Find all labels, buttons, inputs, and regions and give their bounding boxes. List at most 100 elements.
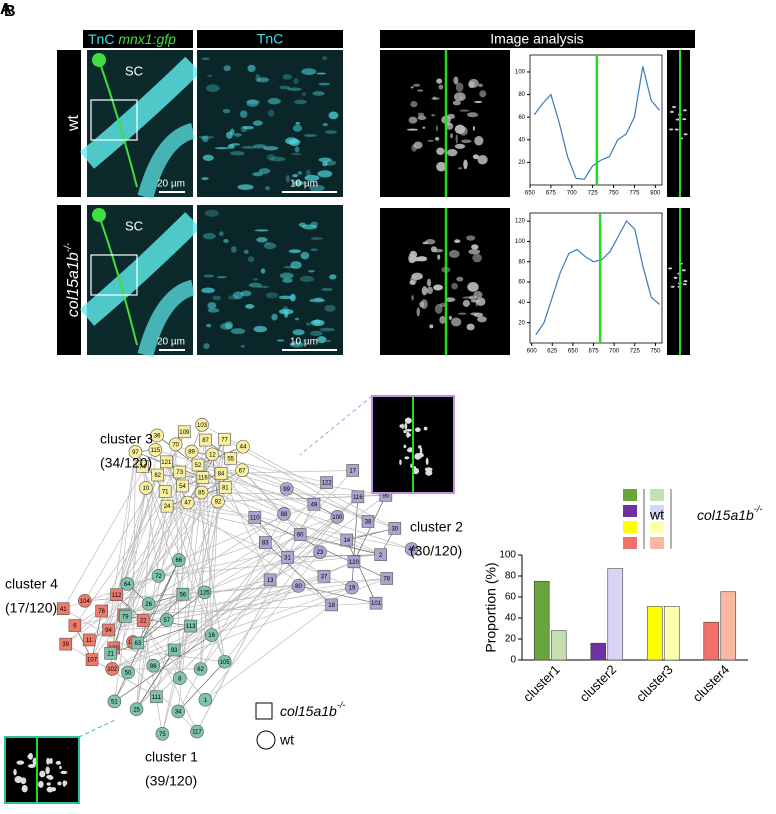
signal [431, 97, 439, 100]
signal [682, 269, 686, 271]
signal [410, 101, 417, 107]
legend-circle [257, 731, 275, 749]
signal [431, 246, 437, 252]
node-label: 88 [281, 512, 288, 518]
signal [297, 171, 302, 175]
y-tick-label: 80 [518, 259, 525, 265]
signal [231, 328, 245, 334]
signal [253, 120, 263, 125]
signal [403, 445, 406, 449]
signal [472, 254, 482, 263]
legend-label: col15a1b-/- [280, 700, 345, 718]
signal [52, 787, 56, 791]
signal [279, 86, 290, 90]
signal [247, 65, 255, 72]
signal [460, 97, 462, 99]
signal [406, 429, 412, 432]
node-label: 52 [195, 463, 202, 469]
signal [242, 146, 257, 149]
node-label: 66 [175, 558, 182, 564]
signal [426, 458, 429, 465]
signal [49, 758, 52, 764]
node-label: 103 [197, 423, 208, 429]
node-label: 89 [188, 450, 195, 456]
signal [417, 307, 420, 316]
bar [551, 631, 566, 660]
y-tick-label: 60 [518, 280, 525, 286]
signal [417, 256, 427, 261]
signal [231, 246, 237, 253]
y-tick-label: 120 [515, 219, 526, 225]
node-label: 11 [86, 638, 93, 644]
signal [683, 109, 687, 111]
bar [704, 622, 719, 660]
signal [456, 83, 464, 92]
node-label: 34 [175, 710, 182, 716]
node-label: 87 [202, 438, 209, 444]
signal [456, 134, 458, 144]
signal [429, 324, 433, 328]
signal [433, 284, 443, 290]
node-label: 116 [198, 476, 208, 482]
signal [282, 74, 291, 80]
cluster-count: (39/120) [145, 773, 197, 789]
node-label: 25 [133, 707, 140, 713]
x-tick-label: 700 [609, 349, 620, 355]
strip [667, 50, 690, 197]
node-label: 38 [365, 520, 372, 526]
signal [455, 144, 465, 149]
y-tick-label: 20 [505, 634, 517, 645]
signal [321, 288, 332, 291]
signal [13, 769, 16, 775]
signal [413, 84, 420, 87]
node-label: 107 [87, 658, 98, 664]
signal [404, 423, 407, 430]
bar [608, 569, 623, 660]
signal [424, 427, 428, 431]
signal [477, 155, 487, 165]
node-label: 60 [297, 533, 304, 539]
signal [324, 305, 335, 312]
node-label: 101 [371, 601, 382, 607]
node-label: 54 [179, 484, 186, 490]
signal [458, 167, 462, 169]
edge [188, 503, 412, 550]
signal [277, 339, 285, 341]
signal [224, 65, 231, 71]
signal [255, 229, 269, 231]
signal [421, 299, 428, 309]
signal [436, 148, 444, 155]
signal [324, 160, 336, 165]
signal [217, 276, 227, 278]
connector [300, 396, 372, 455]
signal [409, 255, 416, 263]
cluster-name: cluster 2 [410, 519, 463, 535]
signal [294, 100, 307, 105]
signal [325, 130, 337, 134]
y-tick-label: 20 [518, 320, 525, 326]
cluster-name: cluster 3 [100, 431, 153, 447]
node-label: 41 [60, 607, 67, 613]
signal [230, 151, 245, 155]
signal [299, 223, 306, 227]
signal [295, 318, 299, 321]
signal [268, 109, 274, 116]
x-tick-label: 650 [568, 349, 579, 355]
node-label: 111 [152, 695, 162, 701]
signal [201, 58, 210, 61]
x-tick-label: 750 [650, 349, 661, 355]
node-label: 10 [143, 486, 150, 492]
node-label: 109 [179, 430, 190, 436]
signal [449, 250, 460, 258]
signal [329, 112, 339, 120]
signal [206, 324, 211, 327]
legend-swatch [650, 521, 664, 533]
signal [59, 766, 62, 769]
node-label: 13 [267, 578, 274, 584]
signal [293, 78, 298, 84]
signal [411, 295, 414, 301]
signal [476, 297, 485, 306]
y-tick-label: 60 [505, 592, 517, 603]
